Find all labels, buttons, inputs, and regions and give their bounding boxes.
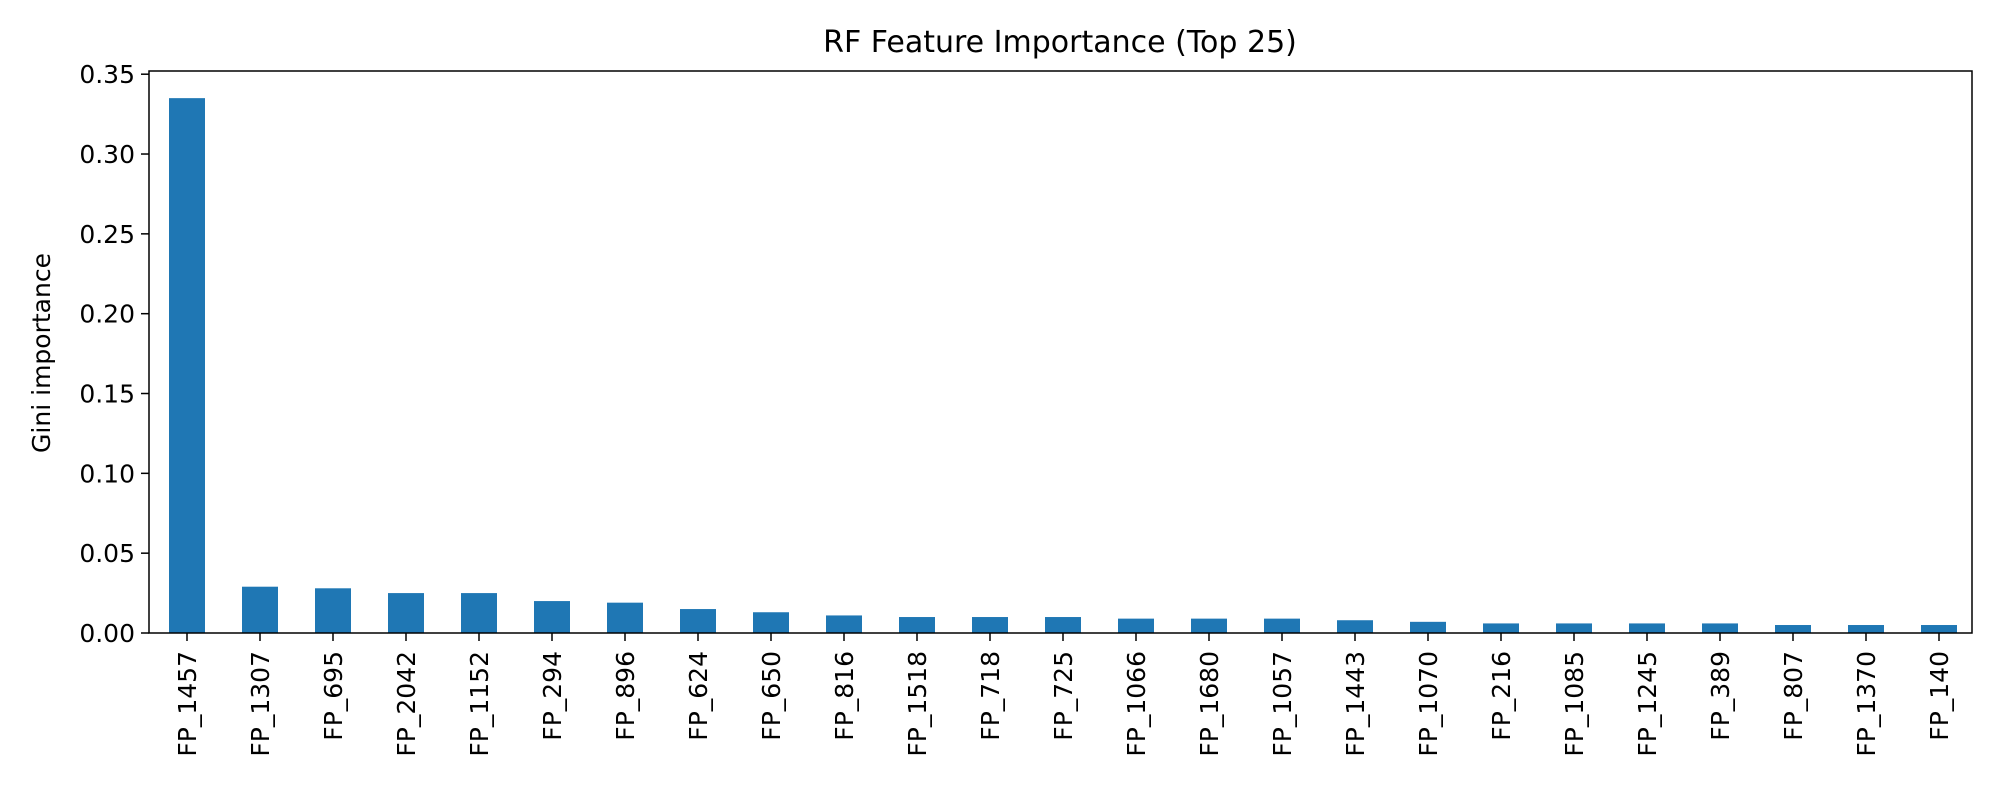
bar [1337, 620, 1373, 633]
bar [1921, 625, 1957, 633]
x-tick-label: FP_2042 [392, 651, 421, 757]
bar [1848, 625, 1884, 633]
x-tick-label: FP_650 [757, 651, 786, 741]
x-axis: FP_1457 FP_1307 FP_695 FP_2042 FP_1152 FP_294… [173, 633, 1954, 757]
x-tick-label: FP_294 [538, 651, 567, 741]
x-tick-label: FP_1057 [1268, 651, 1297, 757]
x-tick-label: FP_1070 [1414, 651, 1443, 757]
bar [461, 593, 497, 633]
y-axis: 0.00 0.05 0.10 0.15 0.20 0.25 0.30 0.35 [79, 60, 149, 648]
x-tick-label: FP_1457 [173, 651, 202, 757]
x-tick-label: FP_1307 [246, 651, 275, 757]
x-tick-label: FP_1370 [1852, 651, 1881, 757]
y-axis-label: Gini importance [27, 253, 56, 453]
y-tick-label: 0.05 [79, 539, 135, 568]
bar [607, 602, 643, 633]
x-tick-label: FP_1152 [465, 651, 494, 757]
bar [899, 617, 935, 633]
bar [1629, 623, 1665, 633]
x-tick-label: FP_807 [1779, 651, 1808, 741]
bar [680, 609, 716, 633]
bar [1556, 623, 1592, 633]
bar [1264, 618, 1300, 633]
bar [1191, 618, 1227, 633]
x-tick-label: FP_1518 [903, 651, 932, 757]
bars-group [169, 98, 1957, 634]
bar [972, 617, 1008, 633]
y-tick-label: 0.30 [79, 140, 135, 169]
y-tick-label: 0.00 [79, 619, 135, 648]
x-tick-label: FP_718 [976, 651, 1005, 741]
bar [826, 615, 862, 633]
x-tick-label: FP_216 [1487, 651, 1516, 741]
y-tick-label: 0.25 [79, 220, 135, 249]
x-tick-label: FP_816 [830, 651, 859, 741]
chart-title: RF Feature Importance (Top 25) [823, 25, 1297, 60]
plot-frame [148, 70, 1973, 634]
bar [1702, 623, 1738, 633]
x-tick-label: FP_695 [319, 651, 348, 741]
x-tick-label: FP_896 [611, 651, 640, 741]
x-tick-label: FP_389 [1706, 651, 1735, 741]
bar [534, 601, 570, 633]
bar [242, 586, 278, 633]
y-tick-label: 0.10 [79, 459, 135, 488]
x-tick-label: FP_1443 [1341, 651, 1370, 757]
bar [1045, 617, 1081, 633]
bar [1775, 625, 1811, 633]
x-tick-label: FP_1245 [1633, 651, 1662, 757]
bar [388, 593, 424, 633]
x-tick-label: FP_624 [684, 651, 713, 741]
x-tick-label: FP_725 [1049, 651, 1078, 741]
x-tick-label: FP_140 [1925, 651, 1954, 741]
y-tick-label: 0.15 [79, 380, 135, 409]
x-tick-label: FP_1085 [1560, 651, 1589, 757]
bar [315, 588, 351, 633]
y-tick-label: 0.35 [79, 60, 135, 89]
x-tick-label: FP_1680 [1195, 651, 1224, 757]
x-tick-label: FP_1066 [1122, 651, 1151, 757]
bar [1483, 623, 1519, 633]
bar [1118, 618, 1154, 633]
bar [1410, 621, 1446, 633]
y-tick-label: 0.20 [79, 300, 135, 329]
bar [753, 612, 789, 633]
bar [169, 98, 205, 634]
